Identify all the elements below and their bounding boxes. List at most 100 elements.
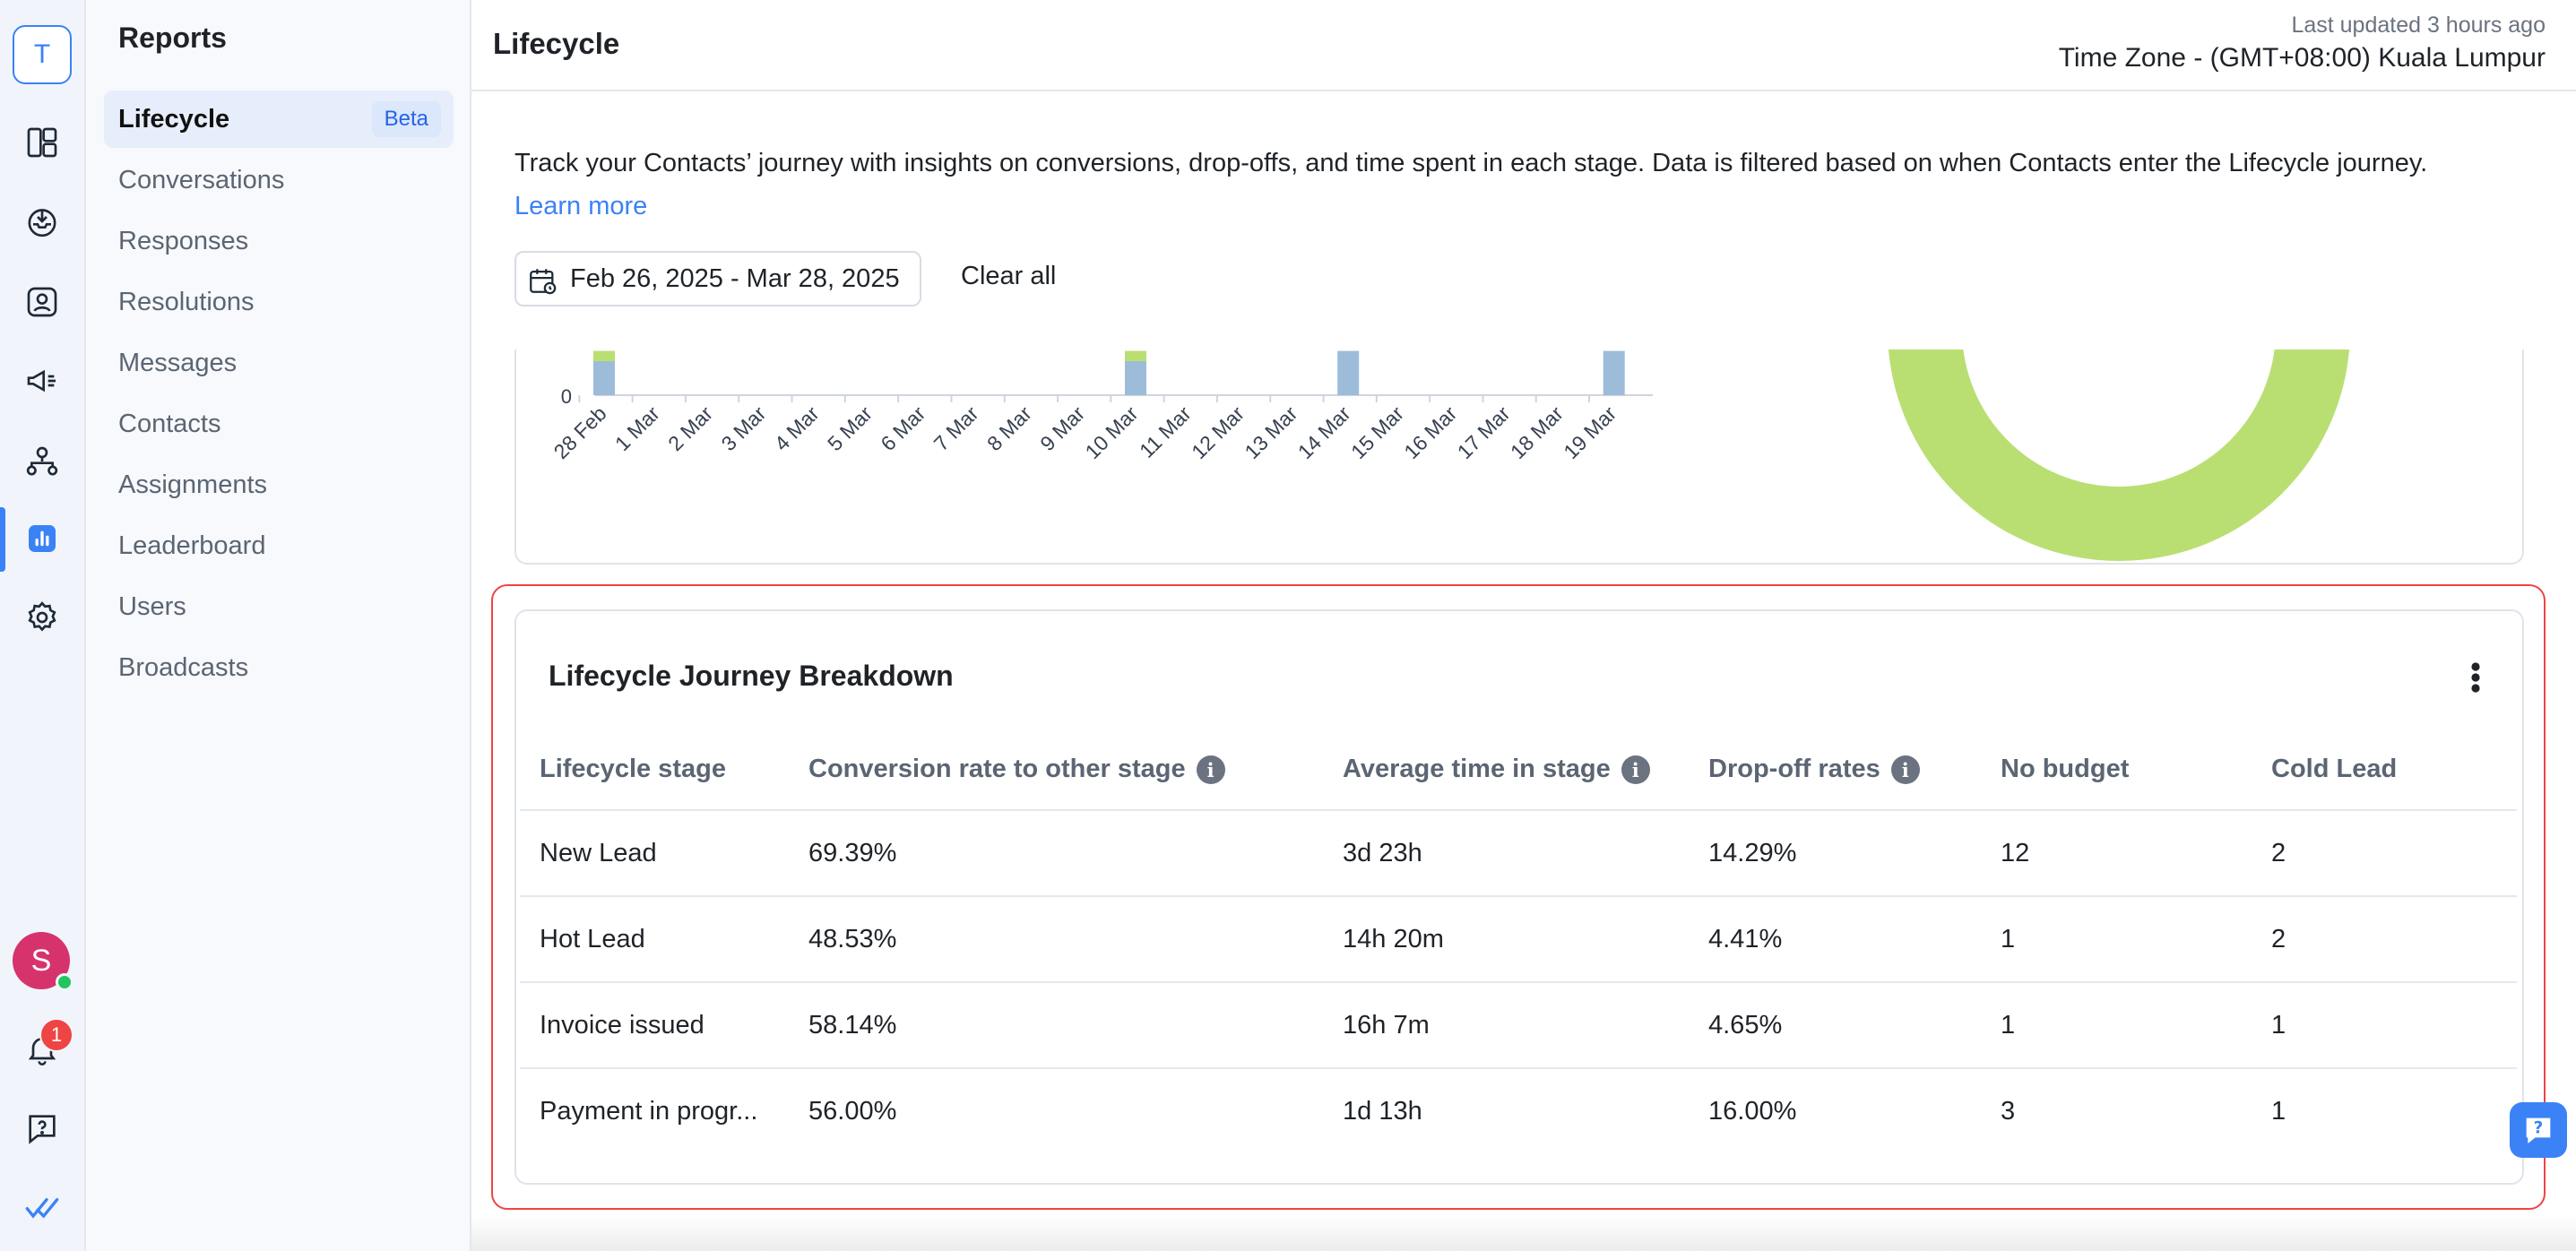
page-bottom-shadow: [471, 1215, 2576, 1251]
column-header[interactable]: Drop-off rates i: [1689, 729, 1981, 811]
x-tick-label: 18 Mar: [1506, 401, 1568, 463]
table-cell: 2: [2252, 896, 2517, 983]
main-content: Lifecycle Last updated 3 hours ago Time …: [471, 0, 2576, 1251]
sidebar-item-lifecycle[interactable]: Lifecycle Beta: [104, 91, 454, 148]
icon-rail: T S 1: [0, 0, 86, 1251]
intro-text: Track your Contacts’ journey with insigh…: [514, 149, 2428, 177]
x-tick-label: 16 Mar: [1399, 401, 1461, 463]
x-tick-label: 3 Mar: [716, 401, 770, 455]
x-tick-label: 10 Mar: [1081, 401, 1143, 463]
sidebar-title: Reports: [118, 22, 227, 54]
sidebar-item-contacts[interactable]: Contacts: [104, 395, 454, 453]
x-tick-label: 28 Feb: [549, 401, 611, 463]
inbox-icon[interactable]: [22, 201, 63, 242]
sidebar-item-label: Resolutions: [118, 287, 255, 316]
table-cell: 1d 13h: [1343, 1097, 1422, 1126]
sidebar-item-responses[interactable]: Responses: [104, 212, 454, 270]
table-cell: 16h 7m: [1323, 982, 1689, 1069]
sidebar-item-users[interactable]: Users: [104, 578, 454, 635]
table-cell: 1: [2271, 1097, 2286, 1126]
table-row: Hot Lead 48.53% 14h 20m 4.41% 1 2: [520, 896, 2517, 983]
sidebar-item-leaderboard[interactable]: Leaderboard: [104, 517, 454, 574]
bar-segment: [593, 350, 615, 361]
x-tick-label: 4 Mar: [770, 401, 824, 455]
workflow-icon[interactable]: [22, 441, 63, 482]
sidebar-item-label: Contacts: [118, 409, 221, 438]
column-header[interactable]: Average time in stage i: [1323, 729, 1689, 811]
table-header-row: Lifecycle stage Conversion rate to other…: [520, 729, 2517, 811]
bar-segment: [1125, 350, 1146, 361]
column-header[interactable]: Conversion rate to other stage i: [789, 729, 1323, 811]
column-header[interactable]: Lifecycle stage: [520, 729, 789, 811]
y-tick-label: 0: [561, 385, 572, 408]
sidebar-item-resolutions[interactable]: Resolutions: [104, 273, 454, 331]
table-cell: 48.53%: [789, 896, 1323, 983]
dashboard-icon[interactable]: [22, 122, 63, 163]
page-title: Lifecycle: [493, 27, 620, 60]
sidebar-item-label: Broadcasts: [118, 652, 249, 682]
svg-text:?: ?: [2534, 1118, 2544, 1137]
workspace-button[interactable]: T: [13, 25, 72, 84]
user-initial: S: [30, 943, 52, 978]
lifecycle-chart-card: 0 28 Feb 1 Mar 2 Mar 3 Mar 4 Mar 5 Mar 6 Mar 7 M…: [514, 349, 2524, 565]
reports-icon[interactable]: [22, 518, 63, 559]
column-header-label: Cold Lead: [2271, 755, 2398, 783]
clear-all-button[interactable]: Clear all: [961, 262, 1057, 290]
x-tick-label: 17 Mar: [1453, 401, 1515, 463]
settings-icon[interactable]: [22, 597, 63, 638]
highlight-frame: [491, 584, 2546, 1210]
notification-badge: 1: [39, 1018, 73, 1052]
table-cell: 16.00%: [1708, 1097, 1797, 1126]
x-tick-label: 12 Mar: [1187, 401, 1249, 463]
sidebar-item-label: Lifecycle: [118, 104, 230, 134]
breakdown-card: Lifecycle Journey Breakdown Lifecycle st…: [514, 609, 2524, 1185]
sidebar-item-label: Responses: [118, 226, 249, 255]
table-cell: 4.41%: [1689, 896, 1981, 983]
learn-more-link[interactable]: Learn more: [514, 192, 648, 220]
sidebar-item-broadcasts[interactable]: Broadcasts: [104, 639, 454, 696]
x-tick-label: 11 Mar: [1135, 401, 1196, 462]
table-row: New Lead 69.39% 3d 23h 14.29% 12 2: [520, 810, 2517, 897]
table-cell: 56.00%: [808, 1097, 897, 1126]
x-tick-label: 19 Mar: [1559, 401, 1621, 463]
beta-badge: Beta: [371, 101, 441, 137]
breakdown-table: Lifecycle stage Conversion rate to other…: [520, 729, 2517, 1154]
info-icon[interactable]: i: [1196, 755, 1225, 785]
sidebar-item-conversations[interactable]: Conversations: [104, 151, 454, 209]
sidebar-item-messages[interactable]: Messages: [104, 334, 454, 392]
sidebar-item-assignments[interactable]: Assignments: [104, 456, 454, 513]
table-cell: 14.29%: [1689, 810, 1981, 897]
column-header-label: No budget: [2001, 755, 2130, 783]
x-tick-label: 7 Mar: [929, 401, 983, 455]
column-header-label: Average time in stage: [1343, 754, 1611, 783]
workspace-initial: T: [33, 39, 51, 69]
online-status-dot: [56, 973, 73, 991]
table-cell: Invoice issued: [520, 982, 789, 1069]
column-header-label: Drop-off rates: [1708, 754, 1880, 783]
table-cell: 12: [1981, 810, 2252, 897]
sidebar-item-label: Conversations: [118, 165, 285, 194]
table-cell: 1: [1981, 982, 2252, 1069]
x-tick-label: 13 Mar: [1240, 401, 1301, 463]
info-icon[interactable]: i: [1621, 755, 1650, 785]
info-icon[interactable]: i: [1890, 755, 1920, 785]
bar-segment: [1337, 350, 1360, 395]
table-cell: 1: [1981, 896, 2252, 983]
help-icon[interactable]: [22, 1108, 63, 1149]
reports-sidebar: Reports Lifecycle Beta Conversations Res…: [86, 0, 471, 1251]
table-cell: 14h 20m: [1323, 896, 1689, 983]
more-options-icon[interactable]: [2467, 660, 2485, 695]
column-header[interactable]: Cold Lead: [2252, 729, 2517, 811]
x-tick-label: 14 Mar: [1293, 401, 1355, 463]
x-tick-label: 1 Mar: [610, 401, 664, 455]
x-tick-label: 6 Mar: [876, 401, 929, 455]
column-header[interactable]: No budget: [1981, 729, 2252, 811]
contacts-icon[interactable]: [22, 281, 63, 323]
broadcast-icon[interactable]: [22, 360, 63, 401]
sidebar-item-label: Assignments: [118, 470, 268, 499]
column-header-label: Lifecycle stage: [540, 755, 726, 783]
chat-support-button[interactable]: ?: [2510, 1102, 2567, 1158]
x-tick-label: 8 Mar: [982, 401, 1036, 455]
date-range-picker[interactable]: Feb 26, 2025 - Mar 28, 2025: [514, 251, 921, 306]
chat-help-icon: ?: [2526, 1117, 2551, 1143]
